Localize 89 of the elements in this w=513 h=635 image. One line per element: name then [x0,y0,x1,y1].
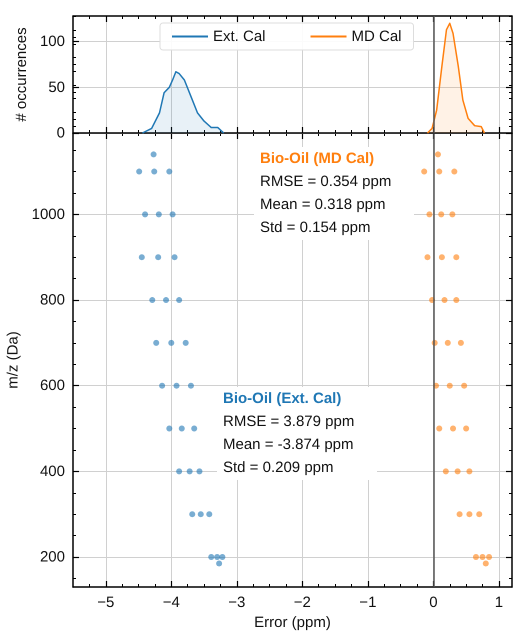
point [453,254,460,260]
point [168,340,174,346]
point [476,511,482,518]
x-tick-label: 1 [494,594,504,611]
point [421,168,428,175]
point [150,151,157,158]
point [189,511,196,518]
point [174,382,180,389]
y-tick-label: 600 [40,377,65,394]
point [438,211,444,218]
point [454,468,461,474]
point [172,254,178,260]
x-tick-label: −4 [162,594,180,611]
point [151,168,158,175]
point [170,211,176,218]
annotation: Mean = -3.874 ppm [223,436,354,453]
point [188,382,194,389]
x-tick-label: −2 [294,594,311,611]
point [198,511,204,518]
point [166,426,172,432]
x-tick-label: −3 [228,594,246,611]
point [434,151,441,158]
point [142,211,148,218]
x-tick-label: 0 [429,594,438,611]
point [153,340,160,346]
x-tick-label: −1 [359,594,376,611]
point [206,511,212,518]
annotation: Std = 0.209 ppm [223,459,334,476]
point [442,297,448,304]
point [176,297,182,304]
y-tick-label: 0 [56,124,65,142]
point [466,511,472,518]
point [149,297,156,304]
legend-label: Ext. Cal [213,28,266,45]
y-tick-label: 400 [40,462,65,480]
point [444,340,451,346]
point [472,554,479,560]
y-tick-label: 1000 [32,206,65,223]
point [442,468,449,474]
point [436,168,442,175]
point [219,554,226,560]
point [196,468,202,474]
y-tick-label: 800 [40,292,65,309]
annotation: RMSE = 0.354 ppm [260,173,392,190]
point [453,297,460,304]
point [456,511,463,518]
y-tick-label: 100 [40,33,65,50]
text: Bio-Oil (MD Cal) [260,150,374,167]
point [424,254,430,260]
point [463,426,470,432]
point [163,297,170,304]
y-tick-label: 50 [48,78,65,96]
point [166,168,172,175]
point [156,211,162,218]
y-axis-title: m/z (Da) [4,331,22,389]
point [208,554,214,560]
annotation: Mean = 0.318 ppm [260,196,386,213]
point [176,468,182,474]
point [436,426,442,432]
point [486,554,492,560]
point [216,560,222,566]
y-tick-label: 200 [40,548,65,566]
point [450,426,456,432]
y-axis-title: # occurrences [13,27,30,122]
point [458,340,464,346]
point [466,468,472,474]
point [178,426,185,432]
point [159,382,166,389]
point [482,560,489,566]
annotation: Std = 0.154 ppm [260,219,370,236]
point [138,254,145,260]
point [214,554,220,560]
point [446,382,453,389]
point [191,426,198,432]
series-label: Bio-Oil (Ext. Cal) [223,390,342,407]
x-axis-title: Error (ppm) [254,614,331,631]
legend-label: MD Cal [352,28,402,45]
point [426,211,432,218]
point [480,554,486,560]
point [136,168,142,175]
x-tick-label: −5 [97,594,114,611]
point [451,168,458,175]
point [155,254,162,260]
point [461,382,468,389]
point [182,340,189,346]
annotation: RMSE = 3.879 ppm [223,413,354,430]
point [186,468,193,474]
point [449,211,456,218]
point [438,254,445,260]
